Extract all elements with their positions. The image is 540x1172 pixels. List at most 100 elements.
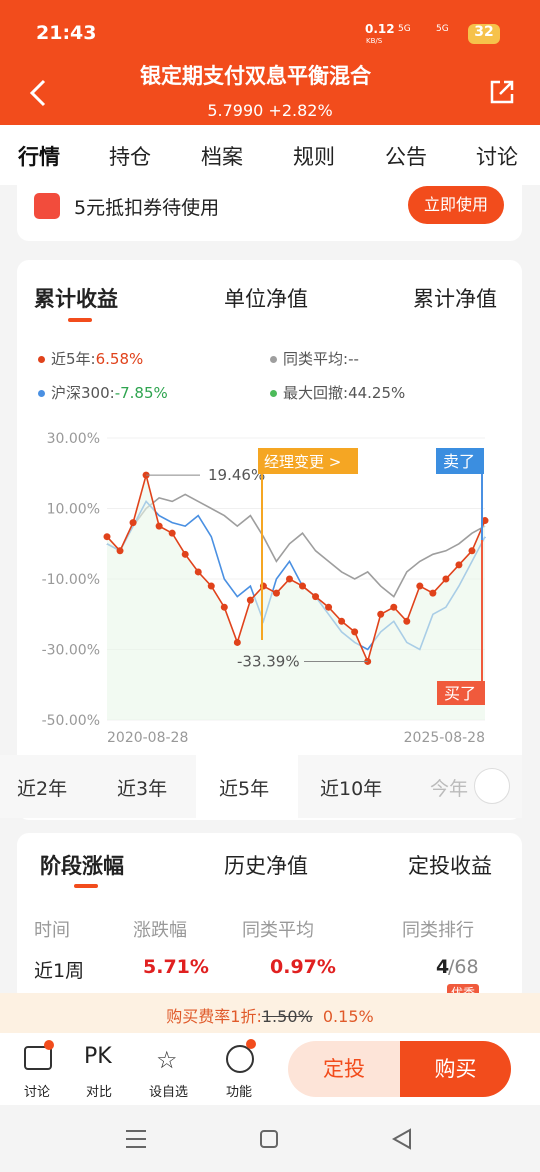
point — [377, 610, 385, 618]
chart-tab[interactable]: 累计收益 — [34, 287, 118, 311]
coupon-icon — [34, 193, 60, 219]
nav-label[interactable]: 设自选 — [149, 1085, 189, 1100]
point — [246, 596, 254, 604]
y-tick-label: -30.00% — [42, 643, 100, 659]
manager-label: 经理变更 > — [264, 453, 341, 471]
point — [207, 582, 215, 590]
battery: 32 — [468, 24, 500, 44]
point — [116, 547, 124, 555]
tab[interactable]: 规则 — [293, 145, 335, 169]
point — [233, 638, 241, 646]
period[interactable]: 近5年 — [219, 778, 270, 800]
sell-label: 卖了 — [443, 452, 475, 471]
header-bg — [0, 0, 540, 125]
sell-box — [436, 448, 484, 474]
nav-label[interactable]: 讨论 — [24, 1085, 51, 1100]
period-active — [196, 755, 298, 818]
share[interactable] — [488, 78, 516, 106]
fee-text: 购买费率1折: — [166, 1007, 262, 1026]
point — [272, 589, 280, 597]
net-speed: 0.12 — [365, 22, 395, 36]
peak-label: 19.46% — [208, 466, 265, 484]
table-header: 时间 — [34, 920, 70, 941]
legend-dot — [270, 356, 277, 363]
fee-new: 0.15% — [322, 1007, 374, 1026]
time: 21:43 — [36, 22, 97, 44]
tab[interactable]: 档案 — [201, 145, 243, 169]
buy-box — [437, 681, 485, 705]
point — [481, 517, 489, 525]
pk-icon: PK — [84, 1044, 112, 1069]
section-indicator — [74, 884, 98, 888]
section-card — [17, 833, 522, 1003]
point — [351, 628, 359, 636]
table-header: 同类平均 — [242, 920, 314, 941]
back[interactable] — [26, 78, 50, 108]
point — [442, 575, 450, 583]
tab[interactable]: 行情 — [18, 145, 60, 169]
x-tick-label: 2025-08-28 — [404, 730, 485, 746]
auto-invest[interactable]: 定投 — [288, 1041, 400, 1097]
tab[interactable]: 持仓 — [109, 145, 151, 169]
fund-title: 银定期支付双息平衡混合 — [140, 64, 371, 88]
legend-name: 最大回撤:44.25% — [283, 384, 406, 402]
point — [103, 533, 111, 541]
rank-cell: 4 — [436, 956, 450, 978]
tab[interactable]: 讨论 — [476, 145, 518, 169]
manager-box — [258, 448, 358, 474]
legend-dot — [38, 390, 45, 397]
point — [325, 603, 333, 611]
table-header: 涨跌幅 — [133, 920, 187, 941]
y-tick-label: 10.00% — [47, 502, 100, 518]
point — [468, 547, 476, 555]
chart-tab-indicator — [68, 318, 92, 322]
period-cell: 近1周 — [34, 960, 85, 982]
signal: 5G — [436, 24, 449, 34]
chart: 30.00% 10.00% -10.00% -30.00% -50.00% 2020-08… — [42, 431, 489, 746]
fee-bar — [0, 993, 540, 1033]
return-cell: 5.71% — [143, 956, 209, 978]
period[interactable]: 今年 — [430, 778, 469, 800]
period[interactable]: 近2年 — [17, 778, 68, 800]
chart-card — [17, 260, 522, 820]
point — [155, 522, 163, 530]
dot — [44, 1040, 54, 1050]
legend-name: 沪深300:-7.85% — [51, 384, 168, 402]
series-line — [106, 493, 486, 598]
legend-value: -7.85% — [114, 384, 168, 402]
fee-old: 1.50% — [261, 1007, 313, 1026]
point — [299, 582, 307, 590]
trough-label: -33.39% — [237, 652, 300, 670]
system-nav — [0, 1105, 540, 1172]
buy[interactable]: 购买 — [400, 1041, 511, 1097]
section-tab[interactable]: 阶段涨幅 — [40, 854, 124, 878]
y-tick-label: -50.00% — [42, 713, 100, 729]
period-more[interactable] — [474, 768, 510, 804]
legend-name: 近5年:6.58% — [51, 350, 144, 368]
point — [181, 550, 189, 558]
nav-label[interactable]: 对比 — [86, 1085, 113, 1100]
legend-value: 44.25% — [348, 384, 406, 402]
buy-label: 买了 — [444, 684, 476, 703]
section-tab[interactable]: 定投收益 — [408, 854, 492, 878]
point — [285, 575, 293, 583]
period[interactable]: 近3年 — [117, 778, 168, 800]
coupon-text: 5元抵扣券待使用 — [74, 197, 220, 219]
chart-tab[interactable]: 累计净值 — [413, 287, 497, 311]
point — [194, 568, 202, 576]
coupon-button[interactable]: 立即使用 — [408, 186, 504, 224]
section-tab[interactable]: 历史净值 — [224, 854, 308, 878]
legend-value: -- — [348, 350, 359, 368]
period[interactable]: 近10年 — [320, 778, 383, 800]
legend-dot — [38, 356, 45, 363]
fund-nav: 5.7990 +2.82% — [207, 101, 333, 120]
chart-tab[interactable]: 单位净值 — [224, 287, 308, 311]
dot — [246, 1039, 256, 1049]
more-icon — [226, 1045, 254, 1073]
table-header: 同类排行 — [402, 920, 474, 941]
point — [220, 603, 228, 611]
point — [429, 589, 437, 597]
tab[interactable]: 公告 — [385, 145, 427, 169]
signal: 5G — [398, 24, 411, 34]
nav-label[interactable]: 功能 — [226, 1085, 253, 1100]
